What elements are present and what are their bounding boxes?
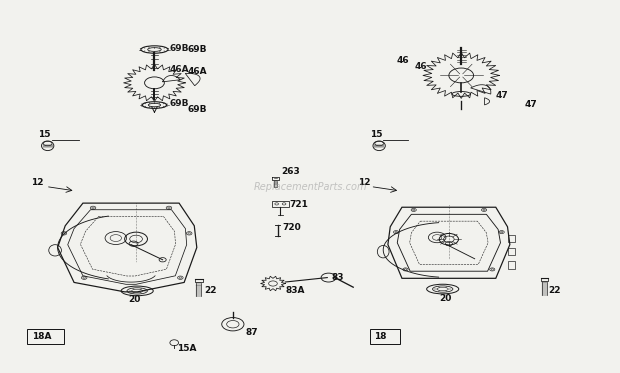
Text: 263: 263 [281,167,300,176]
Text: 69B: 69B [170,100,189,109]
Text: 720: 720 [283,223,301,232]
Text: ReplacementParts.com: ReplacementParts.com [253,182,367,191]
Text: 69B: 69B [188,45,207,54]
Text: 18: 18 [374,332,387,341]
Text: 69B: 69B [170,44,189,53]
Bar [508,235,515,242]
Text: 18A: 18A [32,332,51,341]
Text: 22: 22 [548,286,560,295]
Text: 721: 721 [289,200,308,209]
Text: 12: 12 [358,178,371,187]
Text: 87: 87 [245,328,258,337]
Text: 46A: 46A [170,65,190,74]
Text: 15A: 15A [177,344,197,353]
Text: 46: 46 [396,56,409,65]
Text: 15: 15 [38,130,51,139]
Text: 83A: 83A [285,286,305,295]
Text: 47: 47 [495,91,508,100]
Text: 12: 12 [31,178,43,187]
Bar [508,248,515,255]
Text: 22: 22 [204,286,216,295]
Text: 46: 46 [415,62,428,71]
Bar [371,329,400,344]
Text: 69B: 69B [188,105,207,114]
Bar [508,261,515,269]
Text: 46A: 46A [188,67,208,76]
Text: 20: 20 [440,294,452,303]
Bar [272,201,289,207]
Text: 15: 15 [371,130,383,139]
Text: 47: 47 [525,100,538,109]
Text: 20: 20 [128,295,140,304]
Text: 83: 83 [332,273,344,282]
Bar [27,329,64,344]
